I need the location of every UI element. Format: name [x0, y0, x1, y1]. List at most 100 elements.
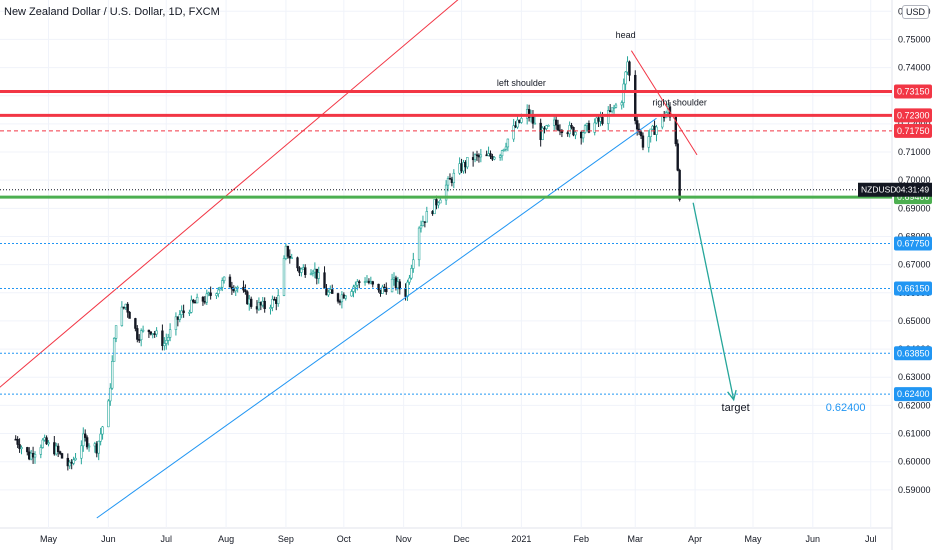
- x-tick-label: Apr: [688, 534, 702, 544]
- candle-body: [217, 289, 220, 295]
- annotation-label: right shoulder: [652, 98, 707, 108]
- candle-body: [639, 131, 643, 137]
- candle-body: [290, 257, 293, 260]
- candle-body: [263, 300, 266, 310]
- candle-body: [95, 443, 98, 454]
- candle-body: [504, 146, 508, 150]
- candle-body: [583, 125, 587, 134]
- candle-body: [72, 459, 75, 464]
- candle-body: [676, 143, 679, 171]
- chart-title: New Zealand Dollar / U.S. Dollar, 1D, FX…: [4, 6, 220, 18]
- candle-body: [176, 316, 180, 320]
- price-line-label: 0.69400: [897, 192, 930, 202]
- candle-body: [298, 267, 301, 273]
- y-tick-label: 0.75000: [898, 34, 931, 44]
- candle-body: [141, 329, 145, 332]
- candle-body: [377, 283, 380, 291]
- annotation-label: head: [616, 30, 636, 40]
- candle-body: [477, 155, 481, 158]
- candle-body: [448, 178, 452, 180]
- candle-body: [498, 155, 502, 158]
- y-tick-label: 0.62000: [898, 400, 931, 410]
- candle-body: [269, 307, 272, 310]
- candle-body: [423, 221, 427, 223]
- candle-body: [541, 127, 544, 140]
- current-price-tag: [858, 182, 932, 197]
- candle-body: [249, 298, 253, 307]
- candle-body: [539, 122, 542, 140]
- candle-body: [304, 267, 307, 275]
- candle-body: [111, 361, 114, 389]
- candle-body: [396, 281, 400, 289]
- y-tick-label: 0.70000: [898, 175, 931, 185]
- candle-body: [74, 457, 77, 461]
- candle-body: [444, 184, 448, 201]
- candle-body: [149, 331, 153, 335]
- candle-body: [271, 298, 274, 308]
- candle-body: [421, 221, 425, 227]
- currency-button[interactable]: USD: [902, 5, 930, 19]
- x-tick-label: May: [40, 534, 58, 544]
- candle-body: [107, 400, 110, 428]
- y-tick-label: 0.71000: [898, 147, 931, 157]
- candle-body: [485, 154, 488, 157]
- candle-body: [323, 272, 326, 289]
- candle-body: [552, 119, 556, 126]
- candle-body: [406, 281, 409, 297]
- candle-body: [433, 199, 436, 215]
- candle-body: [514, 125, 517, 128]
- y-tick-label: 0.63000: [898, 372, 931, 382]
- candle-body: [207, 292, 210, 295]
- candle-body: [68, 461, 71, 467]
- candle-body: [261, 300, 264, 306]
- candle-body: [18, 444, 21, 450]
- x-tick-label: Oct: [337, 534, 352, 544]
- y-tick-label: 0.68000: [898, 231, 931, 241]
- candle-body: [580, 131, 583, 139]
- candle-body: [33, 454, 37, 458]
- candle-body: [543, 127, 546, 130]
- candle-body: [336, 293, 340, 302]
- y-tick-label: 0.69000: [898, 203, 931, 213]
- candle-body: [620, 102, 623, 106]
- candle-body: [259, 302, 263, 306]
- price-line-label: 0.71750: [897, 126, 930, 136]
- candle-body: [651, 125, 654, 130]
- candle-body: [39, 447, 43, 455]
- y-tick-label: 0.59000: [898, 485, 931, 495]
- candle-body: [614, 104, 618, 108]
- candle-body: [493, 157, 496, 160]
- candle-body: [678, 169, 681, 200]
- candle-body: [450, 178, 454, 184]
- candle-body: [398, 281, 401, 290]
- candle-body: [647, 136, 650, 148]
- candle-body: [392, 277, 396, 280]
- candle-body: [520, 118, 523, 123]
- candle-body: [288, 255, 291, 259]
- x-tick-label: Jul: [161, 534, 173, 544]
- x-tick-label: Nov: [396, 534, 413, 544]
- x-tick-label: Aug: [218, 534, 234, 544]
- price-line-label-bg: [894, 123, 932, 138]
- candle-body: [87, 445, 91, 448]
- annotation-label: 0.62400: [826, 402, 866, 414]
- candle-body: [545, 125, 548, 129]
- x-tick-label: Jun: [101, 534, 116, 544]
- candle-body: [188, 312, 191, 314]
- x-tick-label: Mar: [628, 534, 644, 544]
- candle-body: [369, 281, 373, 284]
- candle-body: [203, 300, 207, 303]
- candle-body: [466, 157, 469, 168]
- candle-body: [122, 306, 126, 309]
- candle-body: [635, 120, 639, 130]
- candle-body: [205, 293, 208, 303]
- candle-body: [419, 225, 423, 229]
- candle-body: [16, 438, 19, 445]
- x-tick-label: Feb: [573, 534, 589, 544]
- candle-body: [512, 125, 515, 140]
- x-tick-label: Jul: [865, 534, 877, 544]
- candle-body: [516, 119, 519, 128]
- candle-body: [147, 329, 151, 333]
- candle-body: [371, 281, 374, 285]
